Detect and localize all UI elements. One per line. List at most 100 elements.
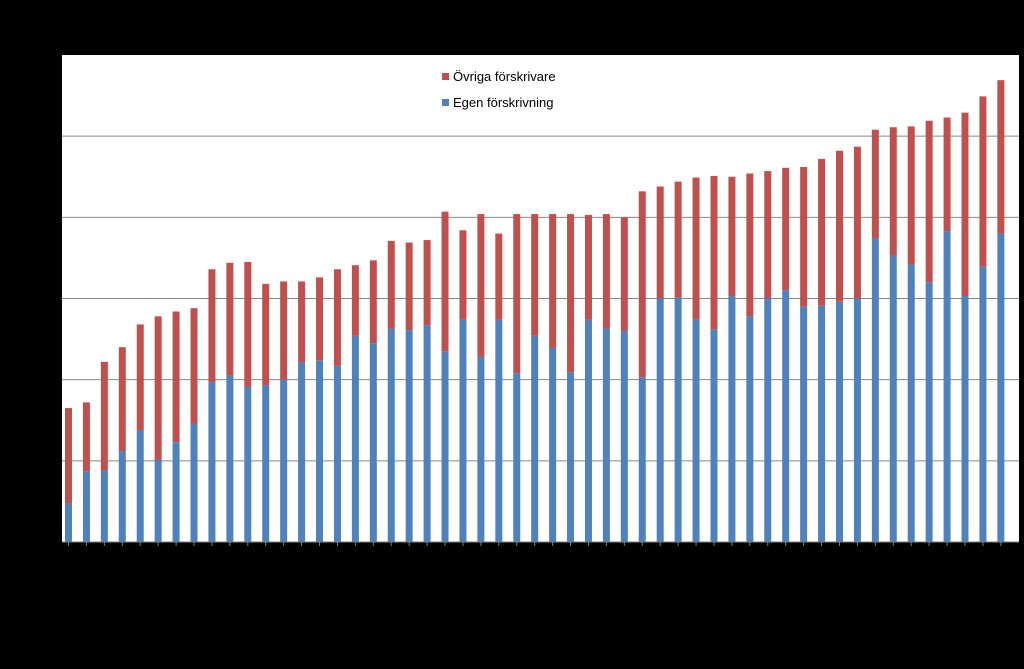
bar-ovriga-forskrivare (549, 214, 557, 349)
bar-egen-forskrivning (333, 365, 341, 542)
legend-label: Egen förskrivning (453, 95, 553, 110)
bar-ovriga-forskrivare (997, 80, 1005, 234)
bar-ovriga-forskrivare (262, 283, 270, 386)
legend-swatch (442, 99, 449, 106)
bar-egen-forskrivning (674, 297, 682, 542)
bar-ovriga-forskrivare (208, 269, 216, 383)
bar-egen-forskrivning (316, 360, 324, 542)
bar-ovriga-forskrivare (692, 177, 700, 320)
bar-egen-forskrivning (172, 442, 180, 542)
bar-ovriga-forskrivare (333, 269, 341, 366)
bar-egen-forskrivning (65, 503, 72, 542)
x-axis-ticks (68, 542, 1002, 546)
bar-egen-forskrivning (764, 298, 772, 542)
bar-egen-forskrivning (602, 328, 610, 542)
bar-egen-forskrivning (154, 460, 162, 542)
bar-egen-forskrivning (513, 373, 521, 542)
bar-ovriga-forskrivare (82, 402, 90, 472)
bar-egen-forskrivning (871, 238, 879, 542)
bar-egen-forskrivning (782, 290, 790, 542)
bar-ovriga-forskrivare (190, 308, 198, 424)
bar-egen-forskrivning (746, 316, 754, 542)
bar-egen-forskrivning (190, 423, 198, 542)
bar-ovriga-forskrivare (638, 191, 646, 378)
bar-ovriga-forskrivare (513, 214, 521, 374)
bar-egen-forskrivning (943, 231, 951, 542)
bar-ovriga-forskrivare (405, 242, 413, 331)
bar-egen-forskrivning (997, 233, 1005, 542)
bar-ovriga-forskrivare (459, 230, 467, 320)
bar-ovriga-forskrivare (100, 361, 108, 471)
legend: Övriga förskrivare Egen förskrivning (442, 69, 556, 110)
bar-egen-forskrivning (692, 319, 700, 542)
bar-egen-forskrivning (118, 451, 126, 542)
bar-ovriga-forskrivare (674, 181, 682, 298)
bar-ovriga-forskrivare (584, 214, 592, 320)
bar-series (65, 80, 1005, 543)
bar-egen-forskrivning (638, 377, 646, 542)
bar-ovriga-forskrivare (423, 240, 431, 326)
legend-label: Övriga förskrivare (453, 69, 556, 84)
bar-ovriga-forskrivare (298, 281, 306, 363)
bar-egen-forskrivning (387, 328, 395, 542)
bar-ovriga-forskrivare (835, 150, 843, 302)
bar-egen-forskrivning (441, 351, 449, 542)
bar-egen-forskrivning (208, 382, 216, 542)
bar-egen-forskrivning (549, 348, 557, 542)
bar-ovriga-forskrivare (818, 158, 826, 306)
bar-egen-forskrivning (369, 343, 377, 542)
bar-ovriga-forskrivare (477, 214, 485, 357)
bar-ovriga-forskrivare (907, 126, 915, 265)
bar-ovriga-forskrivare (495, 233, 503, 320)
bar-egen-forskrivning (280, 379, 288, 542)
bar-egen-forskrivning (961, 296, 969, 542)
bar-egen-forskrivning (495, 319, 503, 542)
bar-ovriga-forskrivare (369, 260, 377, 344)
bar-ovriga-forskrivare (244, 261, 252, 387)
bar-ovriga-forskrivare (441, 211, 449, 352)
bar-ovriga-forskrivare (387, 240, 395, 329)
bar-egen-forskrivning (351, 335, 359, 542)
bar-ovriga-forskrivare (567, 214, 575, 373)
bar-ovriga-forskrivare (925, 120, 933, 283)
bar-ovriga-forskrivare (746, 173, 754, 317)
bar-ovriga-forskrivare (800, 167, 808, 307)
bar-egen-forskrivning (889, 255, 897, 543)
bar-egen-forskrivning (423, 325, 431, 542)
bar-egen-forskrivning (853, 298, 861, 542)
bar-ovriga-forskrivare (943, 117, 951, 232)
bar-ovriga-forskrivare (853, 146, 861, 299)
bar-ovriga-forskrivare (602, 214, 610, 329)
bar-egen-forskrivning (818, 305, 826, 542)
bar-egen-forskrivning (531, 335, 539, 542)
bar-egen-forskrivning (656, 298, 664, 542)
bar-egen-forskrivning (298, 362, 306, 542)
bar-ovriga-forskrivare (620, 217, 628, 331)
bar-egen-forskrivning (100, 470, 108, 542)
bar-egen-forskrivning (907, 264, 915, 542)
bar-egen-forskrivning (620, 330, 628, 542)
bar-ovriga-forskrivare (351, 265, 359, 336)
bar-egen-forskrivning (584, 319, 592, 542)
bar-ovriga-forskrivare (728, 176, 736, 297)
bar-egen-forskrivning (710, 329, 718, 542)
bar-ovriga-forskrivare (764, 171, 772, 299)
bar-egen-forskrivning (728, 296, 736, 542)
bar-ovriga-forskrivare (710, 175, 718, 330)
bar-egen-forskrivning (262, 385, 270, 542)
bar-ovriga-forskrivare (961, 112, 969, 297)
bar-ovriga-forskrivare (889, 127, 897, 256)
bar-ovriga-forskrivare (65, 408, 72, 504)
bar-egen-forskrivning (405, 330, 413, 542)
bar-ovriga-forskrivare (531, 214, 539, 336)
bar-ovriga-forskrivare (154, 316, 162, 461)
legend-swatch (442, 73, 449, 80)
bar-egen-forskrivning (226, 375, 234, 542)
bar-egen-forskrivning (477, 356, 485, 542)
bar-egen-forskrivning (459, 319, 467, 542)
bar-ovriga-forskrivare (979, 96, 987, 267)
bar-ovriga-forskrivare (316, 277, 324, 361)
bar-ovriga-forskrivare (656, 186, 664, 299)
bar-ovriga-forskrivare (871, 129, 879, 239)
